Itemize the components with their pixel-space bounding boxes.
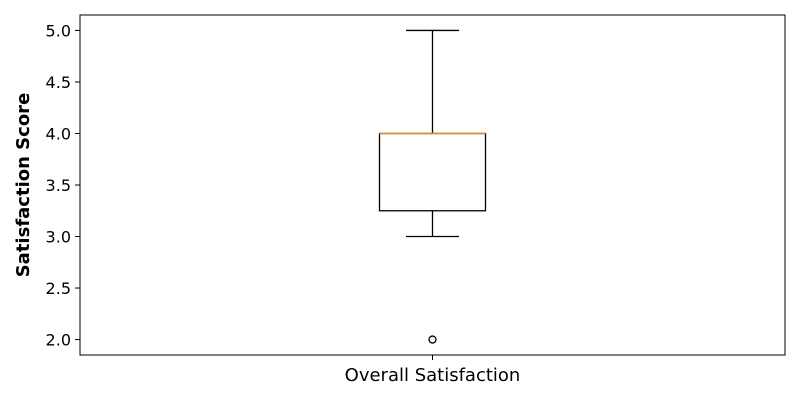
y-tick-label: 2.5 — [46, 279, 71, 298]
y-axis-title: Satisfaction Score — [13, 93, 34, 278]
y-tick-label: 4.5 — [46, 73, 71, 92]
y-tick-label: 5.0 — [46, 21, 71, 40]
y-tick-label: 3.5 — [46, 176, 71, 195]
boxes-layer — [378, 29, 487, 344]
y-axis-ticks: 2.0 2.5 3.0 3.5 4.0 4.5 5.0 — [46, 21, 80, 350]
y-tick-label: 4.0 — [46, 124, 71, 143]
y-tick-label: 3.0 — [46, 228, 71, 247]
x-axis-ticks: Overall Satisfaction — [345, 355, 521, 386]
y-tick-label: 2.0 — [46, 331, 71, 350]
outlier-point — [428, 335, 437, 344]
x-tick-label: Overall Satisfaction — [345, 365, 521, 386]
